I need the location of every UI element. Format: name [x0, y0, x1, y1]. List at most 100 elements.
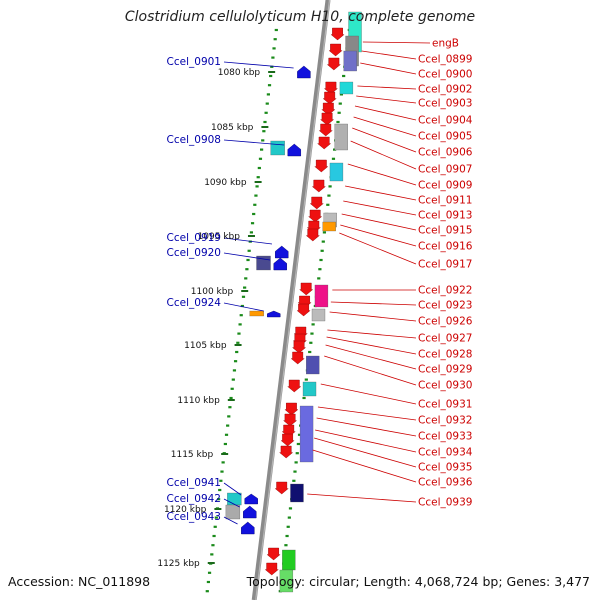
right-label-leader [325, 344, 417, 370]
right-gene-label: Ccel_0931 [418, 399, 472, 411]
right-gene-label: Ccel_0916 [418, 241, 473, 253]
right-gene-label: engB [432, 38, 459, 50]
right-gene-label: Ccel_0902 [418, 84, 472, 96]
right-label-leader [315, 429, 417, 453]
forward-gene-arrow [328, 43, 343, 57]
gene-block [343, 50, 357, 72]
right-label-leader [324, 355, 417, 386]
reverse-gene-block [227, 492, 242, 506]
right-gene-label: Ccel_0923 [418, 300, 472, 312]
right-label-leader [320, 383, 417, 405]
gene-block [299, 405, 314, 463]
left-gene-label: Ccel_0943 [167, 511, 221, 523]
right-label-leader [347, 163, 417, 186]
right-gene-label: Ccel_0933 [418, 431, 472, 443]
right-gene-label: Ccel_0911 [418, 195, 472, 207]
right-gene-label: Ccel_0928 [418, 349, 472, 361]
right-gene-label: Ccel_0930 [418, 380, 472, 392]
right-gene-label: Ccel_0926 [418, 316, 473, 328]
right-label-leader [350, 140, 417, 170]
left-gene-label: Ccel_0908 [167, 134, 221, 146]
label-leader-lines [223, 41, 431, 525]
gene-block [329, 162, 344, 182]
gene-block [322, 221, 336, 232]
forward-gene-arrow [330, 27, 345, 41]
labels: 1080 kbp 1085 kbp 1090 kbp 1095 kbp 1100 kbp… [157, 38, 472, 570]
right-label-leader [317, 406, 417, 421]
right-label-leader [327, 329, 417, 339]
accession-label: Accession: NC_011898 [8, 574, 151, 589]
gene-block [311, 308, 326, 322]
forward-gene-arrow [296, 303, 311, 317]
right-gene-label: Ccel_0922 [418, 285, 472, 297]
right-gene-label: Ccel_0905 [418, 131, 472, 143]
right-label-leader [316, 417, 417, 437]
right-label-leader [360, 62, 417, 75]
right-label-leader [329, 311, 417, 322]
forward-gene-arrow [284, 402, 299, 416]
forward-gene-arrow [280, 433, 295, 447]
right-gene-label: Ccel_0913 [418, 210, 472, 222]
right-label-leader [343, 200, 417, 216]
left-label-leader [223, 61, 294, 69]
right-label-leader [353, 116, 417, 137]
backbone-highlight [255, 0, 331, 600]
right-label-leader [357, 85, 417, 90]
reverse-gene-block [225, 504, 241, 520]
right-gene-label: Ccel_0932 [418, 415, 472, 427]
reverse-gene-arrow [275, 245, 289, 259]
right-gene-label: Ccel_0929 [418, 364, 472, 376]
forward-gene-arrow [292, 340, 307, 354]
forward-gene-arrow [317, 136, 332, 150]
right-label-leader [361, 50, 417, 60]
reverse-gene-arrow [267, 310, 281, 318]
forward-gene-arrow [290, 351, 305, 365]
right-label-leader [326, 336, 417, 355]
right-label-leader [339, 232, 417, 265]
left-label-leader [223, 498, 240, 508]
forward-gene-arrow [308, 209, 323, 223]
right-label-leader [314, 437, 417, 468]
forward-gene-arrow [264, 562, 279, 576]
left-label-leader [223, 482, 242, 496]
left-label-leader [223, 302, 264, 312]
right-label-leader [345, 185, 417, 201]
right-gene-label: Ccel_0907 [418, 164, 472, 176]
reverse-gene-arrow [273, 257, 287, 271]
gene-block [290, 483, 304, 503]
right-label-leader [307, 493, 417, 503]
ruler-label: 1115 kbp [171, 450, 214, 460]
right-gene-label: Ccel_0939 [418, 497, 472, 509]
forward-gene-arrow [326, 57, 341, 71]
left-label-leader [223, 139, 285, 146]
right-gene-label: Ccel_0927 [418, 333, 472, 345]
forward-gene-arrow [322, 91, 337, 105]
left-gene-label: Ccel_0919 [167, 232, 221, 244]
left-gene-label: Ccel_0924 [167, 297, 222, 309]
right-label-leader [341, 213, 417, 231]
reverse-gene-arrow [297, 65, 311, 79]
forward-gene-arrow [309, 196, 324, 210]
reverse-gene-arrow [244, 493, 258, 505]
ruler-label: 1095 kbp [198, 232, 241, 242]
gene-block [314, 284, 329, 308]
forward-gene-arrow [320, 112, 335, 126]
gene-block [279, 569, 294, 593]
gene-block [282, 549, 296, 571]
right-gene-label: Ccel_0904 [418, 115, 473, 127]
reverse-gene-block [270, 140, 285, 156]
right-gene-label: Ccel_0915 [418, 225, 472, 237]
gene-block [306, 355, 320, 375]
forward-gene-arrow [287, 379, 302, 393]
map-title: Clostridium cellulolyticum H10, complete… [124, 9, 476, 25]
left-gene-label: Ccel_0942 [167, 493, 221, 505]
right-gene-label: Ccel_0936 [418, 477, 473, 489]
right-label-leader [356, 95, 417, 104]
right-label-leader [362, 41, 431, 44]
gene-features [225, 11, 362, 593]
gene-block [334, 123, 348, 151]
ruler-label: 1110 kbp [177, 396, 220, 406]
right-label-leader [354, 105, 417, 121]
right-gene-label: Ccel_0909 [418, 180, 472, 192]
